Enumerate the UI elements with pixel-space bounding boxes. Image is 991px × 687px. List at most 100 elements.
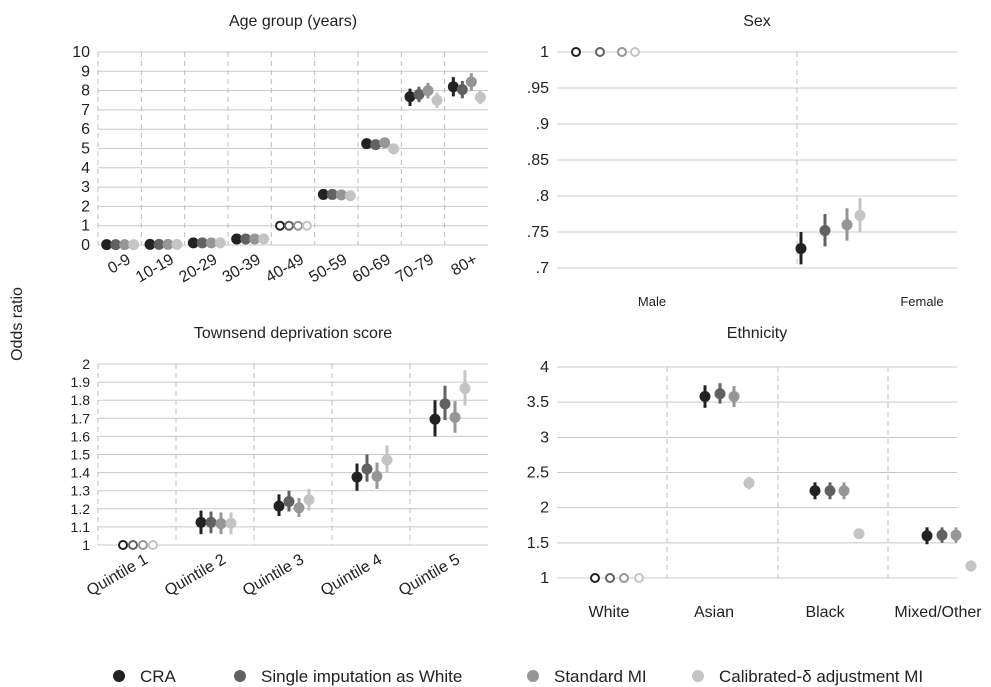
- y-axis-label: Odds ratio: [9, 287, 26, 361]
- legend-label: Single imputation as White: [261, 667, 462, 686]
- data-point: [379, 137, 391, 149]
- y-tick-label: 1.6: [71, 428, 91, 444]
- legend-marker: [527, 670, 539, 682]
- x-category-label: Mixed/Other: [894, 604, 982, 621]
- y-tick-label: 3: [540, 429, 549, 446]
- data-point: [187, 237, 199, 249]
- data-point: [214, 237, 226, 249]
- reference-point: [590, 573, 600, 583]
- data-point: [824, 485, 836, 497]
- y-tick-label: 1.3: [71, 483, 91, 499]
- data-point: [950, 529, 962, 541]
- y-tick-label: 4: [81, 160, 90, 177]
- y-tick-label: 3: [81, 179, 90, 196]
- data-point: [171, 238, 183, 250]
- reference-point: [138, 540, 148, 550]
- y-tick-label: 7: [81, 102, 90, 119]
- x-category-label: Black: [805, 604, 845, 621]
- chart-panel-1: Sex .7 .75 .8 .85 .9 .95 1 Male Female: [527, 13, 957, 309]
- data-point: [439, 398, 451, 410]
- data-point: [465, 76, 477, 88]
- data-point: [965, 560, 977, 572]
- data-point: [795, 243, 807, 255]
- y-tick-label: .7: [536, 260, 549, 277]
- data-point: [728, 391, 740, 403]
- x-category-label: Quintile 5: [396, 551, 463, 600]
- panel-title: Townsend deprivation score: [194, 325, 392, 342]
- reference-point: [619, 573, 629, 583]
- x-category-label: Asian: [694, 604, 734, 621]
- x-category-label: 20-29: [176, 251, 220, 286]
- data-point: [335, 189, 347, 201]
- legend: CRA Single imputation as White Standard MI…: [113, 667, 923, 686]
- legend-item: Standard MI: [527, 667, 647, 686]
- data-point: [153, 238, 165, 250]
- reference-point: [302, 220, 312, 231]
- data-point: [205, 516, 217, 528]
- data-point: [249, 233, 261, 245]
- data-point: [351, 471, 363, 483]
- reference-point: [595, 47, 605, 57]
- data-point: [371, 470, 383, 482]
- data-point: [936, 529, 948, 541]
- legend-marker: [692, 670, 704, 682]
- reference-point: [118, 540, 128, 550]
- y-tick-label: 1.5: [527, 535, 549, 552]
- data-point: [809, 485, 821, 497]
- data-point: [110, 239, 122, 251]
- data-point: [326, 188, 338, 200]
- data-point: [225, 517, 237, 529]
- y-tick-label: 8: [81, 83, 90, 100]
- reference-point: [571, 47, 581, 57]
- data-point: [388, 143, 400, 155]
- y-tick-label: 1: [81, 218, 90, 235]
- data-point: [119, 239, 131, 251]
- reference-point: [634, 573, 644, 583]
- x-category-label: 40-49: [263, 251, 307, 286]
- data-point: [474, 91, 486, 103]
- legend-label: CRA: [140, 667, 177, 686]
- y-tick-label: 1.9: [71, 374, 91, 390]
- chart-panel-2: Townsend deprivation score 1 1.1 1.2 1.3 1.4 1…: [71, 325, 488, 600]
- data-point: [381, 454, 393, 466]
- data-point: [317, 188, 329, 200]
- x-category-label: Female: [900, 294, 943, 309]
- data-point: [205, 237, 217, 249]
- x-category-label: 0-9: [105, 251, 134, 277]
- data-point: [714, 388, 726, 400]
- x-category-label: 80+: [448, 251, 480, 279]
- reference-point: [148, 540, 158, 550]
- x-category-label: 50-59: [306, 251, 350, 286]
- y-tick-label: .75: [527, 224, 549, 241]
- y-tick-label: 2.5: [527, 465, 549, 482]
- chart-panel-0: Age group (years) 0 1 2 3 4 5 6 7 8 9 10 0-9 10-19 20-…: [72, 13, 488, 286]
- data-point: [283, 496, 295, 508]
- x-category-label: Male: [638, 294, 666, 309]
- x-category-label: Quintile 3: [240, 551, 307, 600]
- y-tick-label: 2: [82, 356, 90, 372]
- data-point: [215, 518, 227, 530]
- x-category-label: Quintile 1: [84, 551, 151, 600]
- y-tick-label: 1.1: [71, 519, 91, 535]
- y-tick-label: 2: [81, 198, 90, 215]
- data-point: [413, 88, 425, 100]
- y-tick-label: .8: [536, 188, 549, 205]
- legend-item: Single imputation as White: [234, 667, 462, 686]
- y-tick-label: 1: [540, 44, 549, 61]
- data-point: [361, 138, 373, 150]
- data-point: [370, 139, 382, 151]
- data-point: [258, 233, 270, 245]
- chart-panel-3: Ethnicity 1 1.5 2 2.5 3 3.5 4 White Asian Black Mix…: [527, 325, 982, 621]
- legend-label: Standard MI: [554, 667, 647, 686]
- data-point: [128, 239, 140, 251]
- data-point: [449, 411, 461, 423]
- y-tick-label: 1.8: [71, 392, 91, 408]
- y-tick-label: 3.5: [527, 394, 549, 411]
- reference-point: [293, 220, 303, 231]
- x-category-label: Quintile 2: [162, 551, 229, 600]
- data-point: [456, 84, 468, 96]
- data-point: [431, 94, 443, 106]
- chart-panels: Age group (years) 0 1 2 3 4 5 6 7 8 9 10 0-9 10-19 20-…: [71, 13, 983, 621]
- data-point: [293, 502, 305, 514]
